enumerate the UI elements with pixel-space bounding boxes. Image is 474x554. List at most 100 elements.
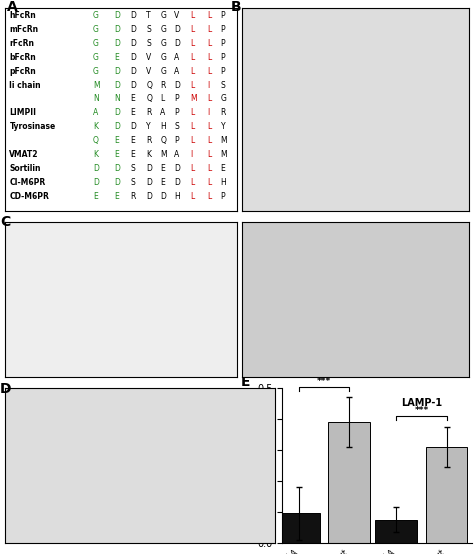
Text: L: L (191, 192, 195, 201)
Text: D: D (114, 178, 120, 187)
Text: E: E (160, 178, 165, 187)
Text: L: L (207, 66, 211, 75)
Text: E: E (114, 192, 118, 201)
Text: P: P (174, 94, 179, 104)
Text: S: S (221, 80, 226, 90)
Text: K: K (93, 122, 98, 131)
Text: N: N (93, 94, 99, 104)
Text: L: L (191, 80, 195, 90)
Text: G: G (93, 11, 99, 20)
Text: P: P (174, 136, 179, 145)
Text: hFcRn: hFcRn (9, 11, 36, 20)
Text: I: I (207, 109, 209, 117)
Text: D: D (174, 39, 180, 48)
Text: G: G (93, 66, 99, 75)
Text: L: L (191, 164, 195, 173)
Text: D: D (114, 66, 120, 75)
Text: L: L (207, 94, 211, 104)
Text: D: D (130, 66, 136, 75)
Text: G: G (160, 39, 166, 48)
Text: P: P (221, 53, 225, 61)
Text: L: L (191, 178, 195, 187)
Text: D: D (114, 11, 120, 20)
Text: bFcRn: bFcRn (9, 53, 36, 61)
Text: M: M (160, 150, 167, 159)
Text: G: G (221, 94, 227, 104)
Text: L: L (207, 11, 211, 20)
Text: *** P<0.001: *** P<0.001 (341, 369, 404, 378)
Text: ***: *** (414, 407, 428, 416)
Text: L: L (207, 150, 211, 159)
Text: G: G (93, 25, 99, 34)
Text: V: V (174, 11, 180, 20)
Text: S: S (146, 39, 151, 48)
Text: A: A (160, 109, 165, 117)
Text: A: A (174, 150, 180, 159)
Text: E: E (221, 164, 226, 173)
Text: Ii chain: Ii chain (9, 80, 41, 90)
Text: mFcRn: mFcRn (9, 25, 38, 34)
Text: G: G (93, 39, 99, 48)
Text: E: E (93, 192, 98, 201)
Text: P: P (221, 11, 225, 20)
Text: rFcRn: rFcRn (9, 39, 35, 48)
Text: R: R (160, 80, 166, 90)
Text: ***: *** (317, 377, 331, 386)
Text: D: D (174, 80, 180, 90)
Text: Q: Q (160, 136, 166, 145)
Text: K: K (93, 150, 98, 159)
Text: D: D (130, 11, 136, 20)
Text: C: C (0, 216, 10, 229)
Text: L: L (191, 53, 195, 61)
Text: K: K (146, 150, 151, 159)
Text: E: E (114, 53, 118, 61)
Text: R: R (146, 136, 152, 145)
Text: D: D (114, 80, 120, 90)
Text: D: D (114, 25, 120, 34)
Text: D: D (114, 164, 120, 173)
Text: H: H (221, 178, 227, 187)
Text: L: L (207, 136, 211, 145)
Text: L: L (191, 25, 195, 34)
Text: E: E (160, 164, 165, 173)
Text: D: D (93, 164, 99, 173)
Text: EEA1: EEA1 (310, 368, 337, 378)
Text: L: L (191, 66, 195, 75)
Text: L: L (207, 178, 211, 187)
Bar (278, 514, 319, 543)
Text: D: D (160, 192, 166, 201)
Text: G: G (93, 53, 99, 61)
Text: V: V (146, 53, 152, 61)
Text: D: D (146, 192, 152, 201)
Text: VMAT2: VMAT2 (9, 150, 39, 159)
Text: D: D (130, 53, 136, 61)
Text: E: E (130, 109, 135, 117)
Text: E: E (114, 150, 118, 159)
Text: P: P (221, 66, 225, 75)
Text: I: I (207, 80, 209, 90)
Text: D: D (174, 164, 180, 173)
Text: D: D (130, 39, 136, 48)
Text: D: D (146, 164, 152, 173)
Text: Sortilin: Sortilin (9, 164, 41, 173)
Text: N: N (114, 94, 119, 104)
Text: LIMPII: LIMPII (9, 109, 36, 117)
Text: A: A (174, 53, 180, 61)
Text: P: P (174, 109, 179, 117)
Text: S: S (174, 122, 179, 131)
Text: P: P (221, 39, 225, 48)
Text: L: L (191, 122, 195, 131)
Text: M: M (191, 94, 197, 104)
Text: L: L (160, 94, 164, 104)
Text: D: D (130, 80, 136, 90)
Text: D: D (174, 178, 180, 187)
Text: H: H (174, 192, 180, 201)
Text: D: D (93, 178, 99, 187)
Text: M: M (221, 150, 228, 159)
Text: M: M (221, 136, 228, 145)
Text: D: D (146, 178, 152, 187)
Text: D: D (114, 109, 120, 117)
Text: P: P (221, 192, 225, 201)
Bar (426, 447, 467, 543)
Text: L: L (207, 122, 211, 131)
